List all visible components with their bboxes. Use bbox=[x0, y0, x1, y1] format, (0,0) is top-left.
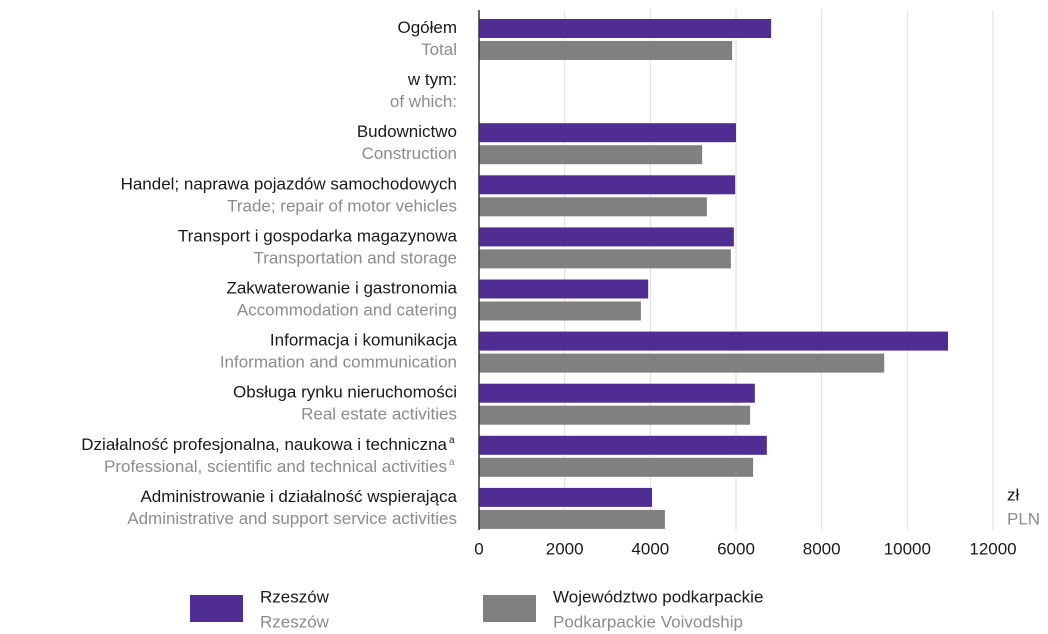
category-label-en: Administrative and support service activ… bbox=[127, 509, 457, 528]
category-label: Handel; naprawa pojazdów samochodowych bbox=[121, 174, 457, 193]
x-tick-label: 2000 bbox=[546, 539, 584, 558]
bar bbox=[479, 249, 731, 269]
category-label-en: Total bbox=[421, 40, 457, 59]
x-tick-label: 4000 bbox=[631, 539, 669, 558]
x-tick-label: 8000 bbox=[803, 539, 841, 558]
category-label: Informacja i komunikacja bbox=[270, 331, 458, 350]
category-label-en: Real estate activities bbox=[301, 405, 457, 424]
bar bbox=[479, 19, 772, 38]
category-label-en: Accommodation and catering bbox=[237, 300, 457, 319]
unit-label-en: PLN bbox=[1007, 509, 1040, 528]
category-label-en: Professional, scientific and technical a… bbox=[104, 457, 447, 476]
bar bbox=[479, 197, 707, 217]
category-label: Transport i gospodarka magazynowa bbox=[178, 226, 458, 245]
legend-swatch bbox=[190, 595, 243, 622]
category-label: Zakwaterowanie i gastronomia bbox=[226, 278, 457, 297]
x-tick-label: 6000 bbox=[717, 539, 755, 558]
category-label: Działalność profesjonalna, naukowa i tec… bbox=[81, 435, 447, 454]
category-label-en: of which: bbox=[390, 92, 457, 111]
footnote-mark: a bbox=[449, 435, 455, 446]
legend-label: Województwo podkarpackie bbox=[553, 587, 763, 606]
legend-label-en: Podkarpackie Voivodship bbox=[553, 612, 743, 631]
bar bbox=[479, 175, 736, 195]
x-tick-label: 10000 bbox=[884, 539, 931, 558]
x-tick-label: 12000 bbox=[969, 539, 1016, 558]
category-label: Ogółem bbox=[397, 18, 457, 37]
bar bbox=[479, 331, 949, 351]
category-label: Administrowanie i działalność wspierając… bbox=[140, 487, 457, 506]
category-label-en: Construction bbox=[362, 144, 457, 163]
bar bbox=[479, 227, 734, 247]
bar bbox=[479, 279, 649, 299]
bar bbox=[479, 487, 653, 507]
legend-label-en: Rzeszów bbox=[260, 612, 330, 631]
bar bbox=[479, 405, 751, 425]
legend-swatch bbox=[483, 595, 536, 622]
legend-label: Rzeszów bbox=[260, 587, 330, 606]
bar bbox=[479, 301, 641, 321]
bar bbox=[479, 123, 736, 143]
category-label-en: Trade; repair of motor vehicles bbox=[227, 196, 457, 215]
bar bbox=[479, 145, 703, 165]
footnote-mark: a bbox=[449, 457, 455, 468]
bar bbox=[479, 41, 733, 60]
bar bbox=[479, 509, 665, 529]
bar bbox=[479, 457, 754, 477]
category-label: Budownictwo bbox=[357, 122, 457, 141]
bar bbox=[479, 353, 885, 373]
category-label: w tym: bbox=[407, 70, 457, 89]
category-label-en: Transportation and storage bbox=[254, 248, 458, 267]
bar bbox=[479, 435, 767, 455]
x-tick-label: 0 bbox=[474, 539, 483, 558]
category-label-en: Information and communication bbox=[220, 353, 457, 372]
category-label: Obsługa rynku nieruchomości bbox=[233, 383, 457, 402]
unit-label: zł bbox=[1007, 485, 1020, 504]
bar bbox=[479, 383, 755, 403]
